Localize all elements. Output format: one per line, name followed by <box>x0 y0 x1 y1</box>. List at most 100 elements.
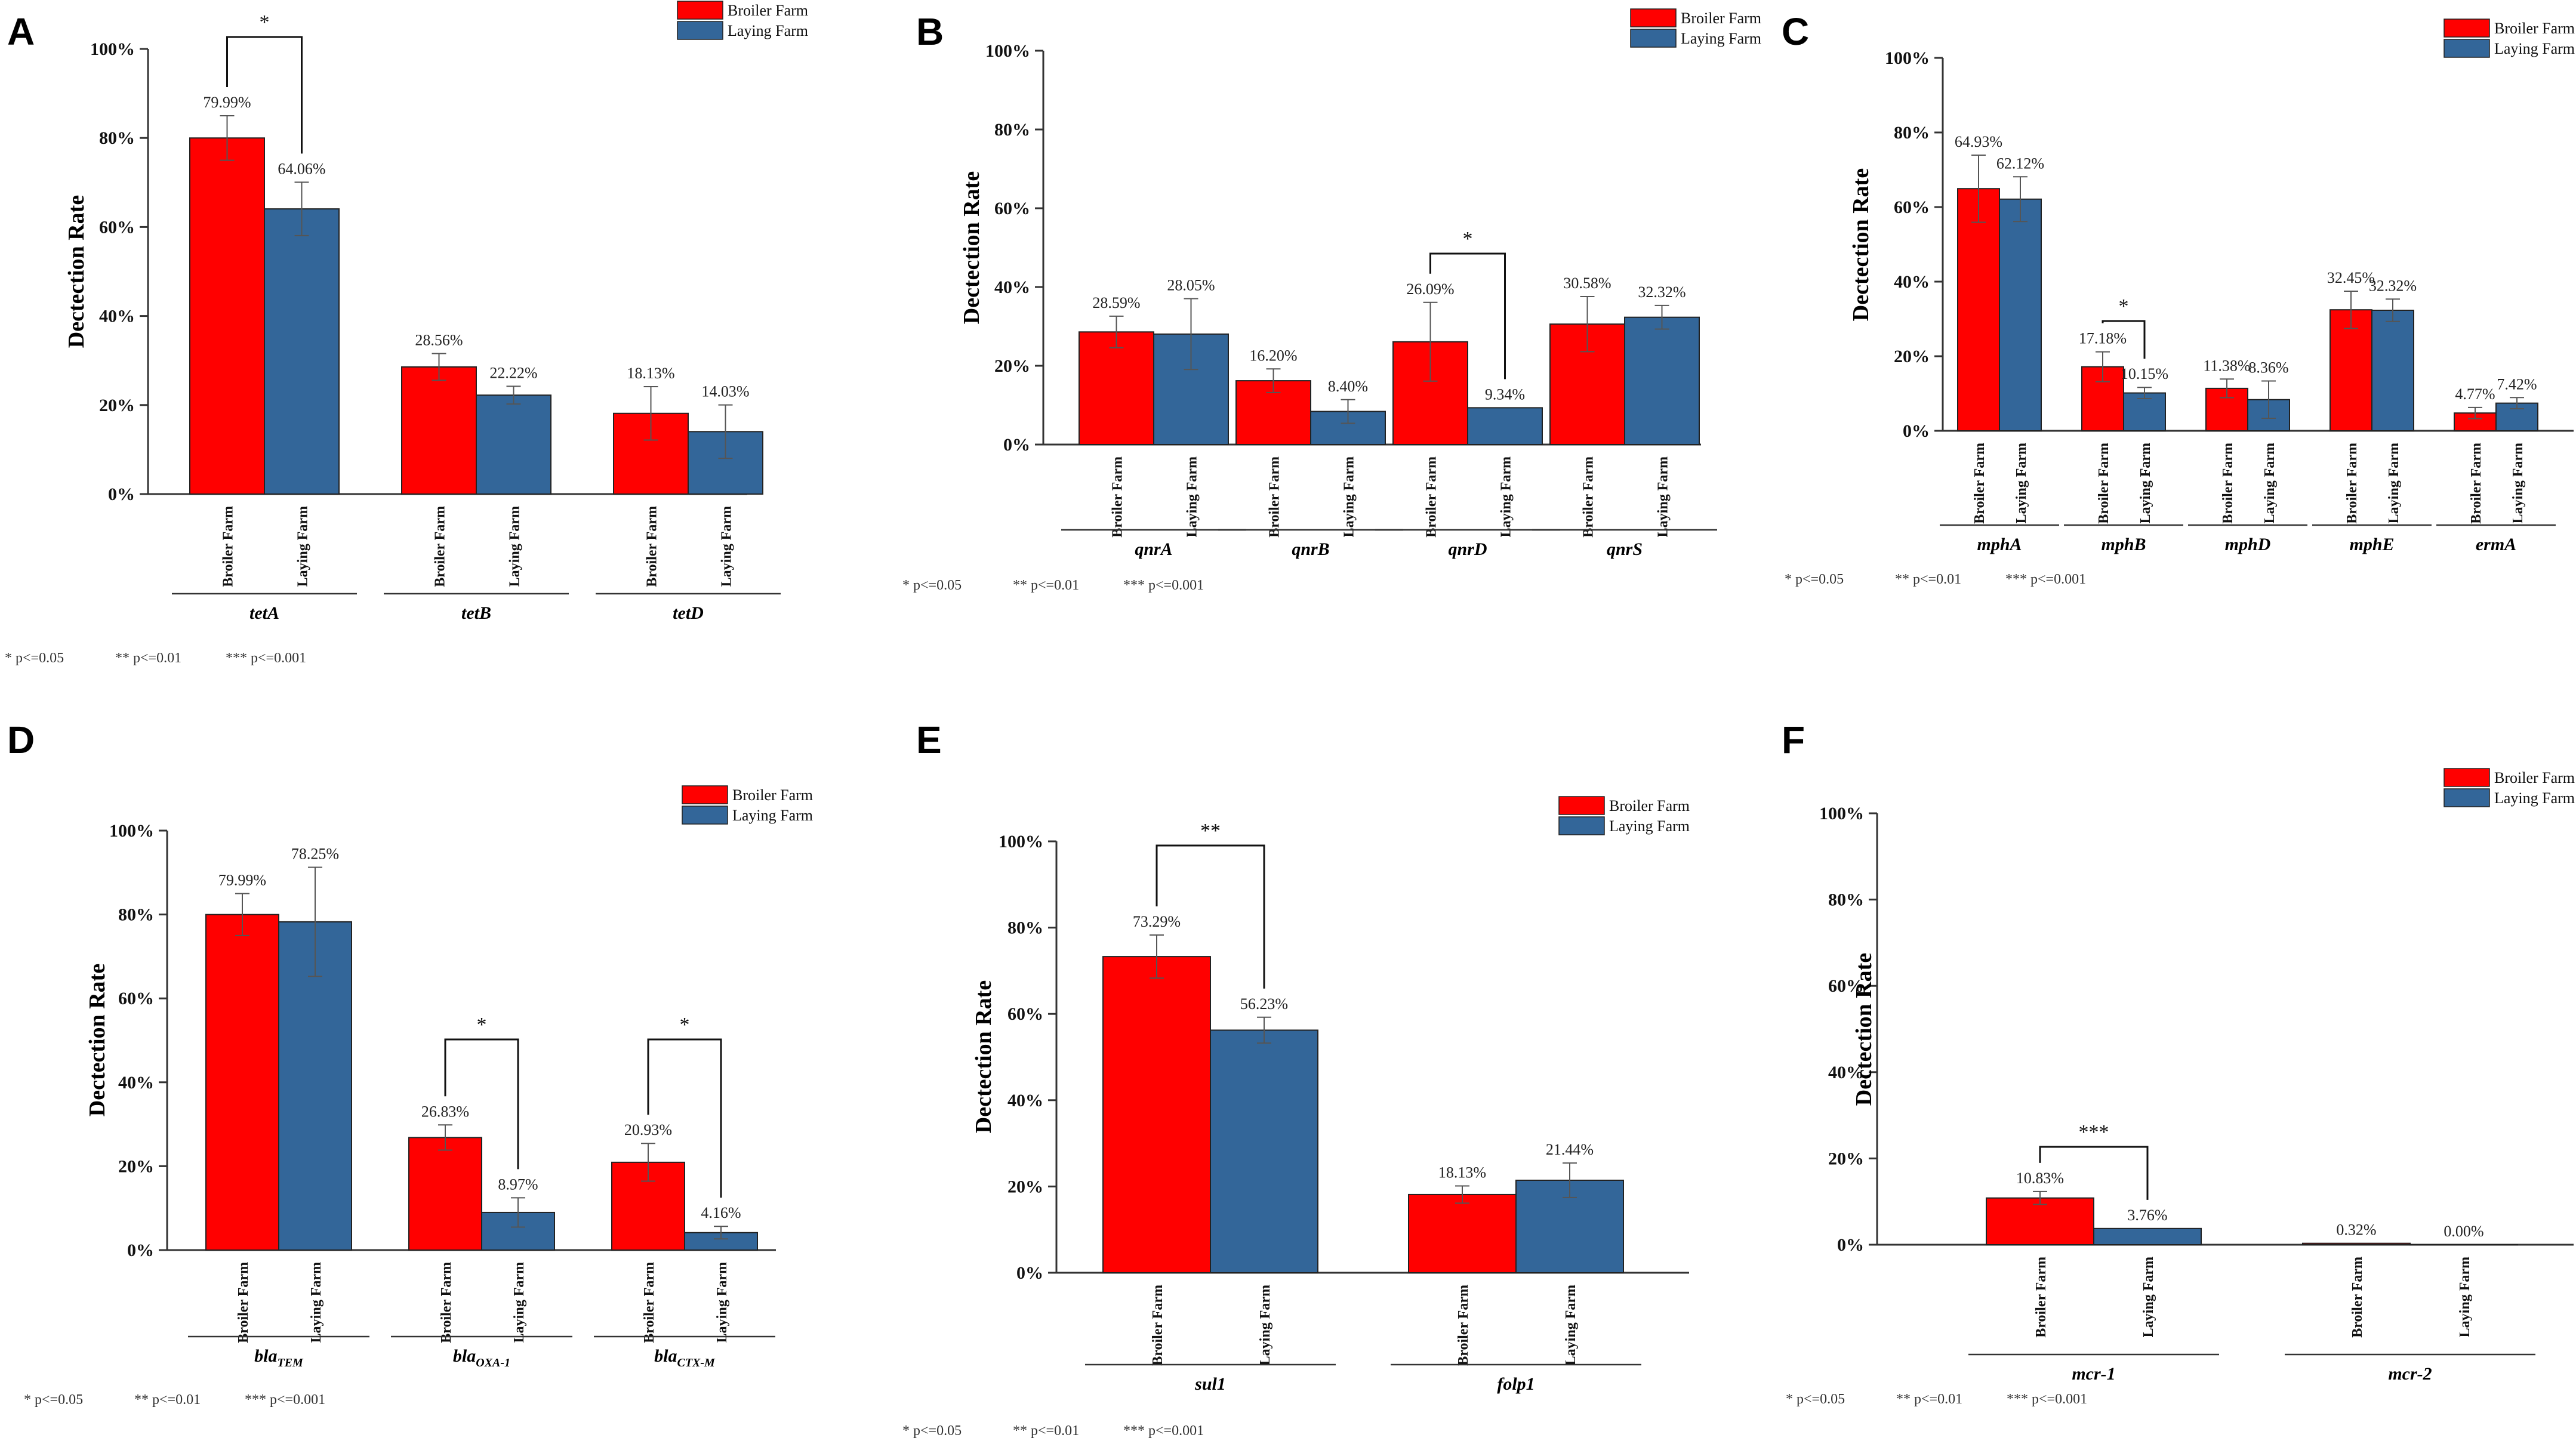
category-tick-label: Broiler Farm <box>2220 443 2236 524</box>
y-tick-label: 60% <box>1007 1004 1043 1024</box>
category-tick-label: Broiler Farm <box>1424 456 1440 538</box>
panel-c: C 0% 20% 40% 60% 80% 100% Dectection Rate Broile… <box>1782 10 2575 587</box>
data-label: 62.12% <box>1996 155 2044 172</box>
group-label: folp1 <box>1497 1374 1534 1394</box>
y-tick-label: 60% <box>1828 976 1864 996</box>
legend-label: Broiler Farm <box>2494 769 2575 786</box>
y-tick-label: 0% <box>1903 421 1930 441</box>
bar <box>476 394 551 495</box>
significance-key-item: * p<=0.05 <box>1785 572 1844 587</box>
y-axis-title: Dectection Rate <box>1851 953 1876 1106</box>
data-label: 56.23% <box>1240 995 1288 1013</box>
y-tick-label: 0% <box>1003 435 1030 455</box>
category-tick-label: Laying Farm <box>1499 456 1514 537</box>
significance-key-item: * p<=0.05 <box>24 1392 83 1408</box>
bar <box>1624 316 1700 445</box>
category-tick-label: Broiler Farm <box>1456 1285 1471 1366</box>
legend-swatch <box>1630 29 1677 48</box>
significance-key-item: ** p<=0.01 <box>1013 1423 1079 1439</box>
bar <box>401 366 477 495</box>
group-label: tetA <box>249 603 279 623</box>
category-tick-label: Laying Farm <box>1185 456 1200 537</box>
legend: Broiler Farm Laying Farm <box>1630 8 1761 48</box>
panel-letter: F <box>1782 718 1805 761</box>
category-tick-label: Laying Farm <box>1258 1285 1273 1365</box>
y-tick-label: 40% <box>118 1073 154 1093</box>
category-tick-label: Laying Farm <box>511 1262 527 1343</box>
legend-label: Broiler Farm <box>728 2 808 19</box>
data-label: 32.32% <box>2369 277 2417 294</box>
data-label: 28.56% <box>415 332 463 349</box>
panel-b: B 0% 20% 40% 60% 80% 100% Dectection Rate Broile… <box>902 8 1761 593</box>
bar <box>1408 1193 1517 1273</box>
panel-f: F 0% 20% 40% 60% 80% 100% Dectection Rate Broile… <box>1782 718 2575 1407</box>
data-label: 30.58% <box>1563 274 1611 292</box>
significance-key: * p<=0.05 ** p<=0.01 *** p<=0.001 <box>902 1423 1204 1439</box>
significance-bracket <box>1155 844 1265 989</box>
data-label: 4.16% <box>701 1204 741 1221</box>
y-tick-label: 80% <box>994 120 1030 140</box>
y-tick-label: 20% <box>1894 347 1930 366</box>
group-label: mphA <box>1977 535 2022 554</box>
group-label: tetD <box>673 603 704 623</box>
group-label: mphB <box>2101 535 2146 554</box>
data-label: 9.34% <box>1485 385 1525 403</box>
category-tick-label: Laying Farm <box>719 506 735 587</box>
data-label: 79.99% <box>203 94 251 111</box>
data-label: 28.59% <box>1092 294 1140 311</box>
y-tick-label: 20% <box>994 356 1030 376</box>
category-tick-label: Laying Farm <box>507 506 523 587</box>
significance-key-item: * p<=0.05 <box>902 1423 962 1439</box>
y-axis-title: Dectection Rate <box>64 195 89 348</box>
significance-bracket <box>444 1038 519 1170</box>
legend-label: Laying Farm <box>728 22 808 39</box>
significance-key-item: *** p<=0.001 <box>245 1392 325 1408</box>
legend: Broiler Farm Laying Farm <box>2443 768 2575 807</box>
data-label: 28.05% <box>1167 276 1215 294</box>
legend-label: Laying Farm <box>2494 40 2575 57</box>
category-tick-label: Broiler Farm <box>2344 443 2360 524</box>
data-label: 11.38% <box>2203 357 2250 374</box>
category-tick-label: Laying Farm <box>2457 1257 2473 1337</box>
panel-letter: E <box>916 718 942 761</box>
group-label: qnrS <box>1607 539 1643 559</box>
category-tick-label: Laying Farm <box>1342 456 1357 537</box>
significance-mark: *** <box>2079 1121 2109 1143</box>
bar <box>2302 1242 2411 1245</box>
y-tick-label: 60% <box>994 199 1030 218</box>
data-label: 14.03% <box>701 383 749 400</box>
legend-label: Broiler Farm <box>732 786 813 804</box>
y-tick-label: 20% <box>1828 1149 1864 1168</box>
y-tick-label: 20% <box>118 1156 154 1176</box>
category-tick-label: Laying Farm <box>2262 443 2278 523</box>
significance-mark: * <box>260 11 270 33</box>
significance-key: * p<=0.05 ** p<=0.01 *** p<=0.001 <box>24 1392 325 1408</box>
data-label: 73.29% <box>1133 913 1181 930</box>
legend-label: Laying Farm <box>1681 30 1761 47</box>
legend-label: Laying Farm <box>732 807 813 824</box>
significance-mark: * <box>2119 295 2129 317</box>
data-label: 26.83% <box>421 1103 469 1120</box>
bar <box>1079 331 1154 446</box>
y-tick-label: 0% <box>1837 1235 1864 1255</box>
panel-a: A 0% 20% 40% 60% 80% 100% Dectection Rate Broile… <box>5 1 808 666</box>
y-tick-label: 20% <box>1007 1177 1043 1196</box>
data-label: 17.18% <box>2079 330 2127 347</box>
y-tick-label: 0% <box>127 1241 154 1260</box>
y-tick-label: 20% <box>99 396 135 415</box>
bar <box>264 208 340 495</box>
significance-mark: ** <box>1200 820 1221 842</box>
data-label: 20.93% <box>624 1121 672 1138</box>
category-tick-label: Broiler Farm <box>1150 1285 1166 1366</box>
y-tick-label: 80% <box>1828 890 1864 910</box>
panel-e: E 0% 20% 40% 60% 80% 100% Dectection Rate Broile… <box>902 718 1690 1439</box>
category-tick-label: Laying Farm <box>714 1262 730 1343</box>
category-tick-label: Broiler Farm <box>1267 456 1283 538</box>
significance-key-item: *** p<=0.001 <box>2007 1391 2087 1407</box>
category-tick-label: Broiler Farm <box>642 1262 657 1343</box>
category-tick-label: Laying Farm <box>309 1262 324 1343</box>
data-label: 8.40% <box>1328 378 1368 395</box>
data-label: 78.25% <box>291 846 339 863</box>
y-axis-title: Dectection Rate <box>959 171 984 324</box>
group-label: mcr-2 <box>2388 1364 2432 1384</box>
